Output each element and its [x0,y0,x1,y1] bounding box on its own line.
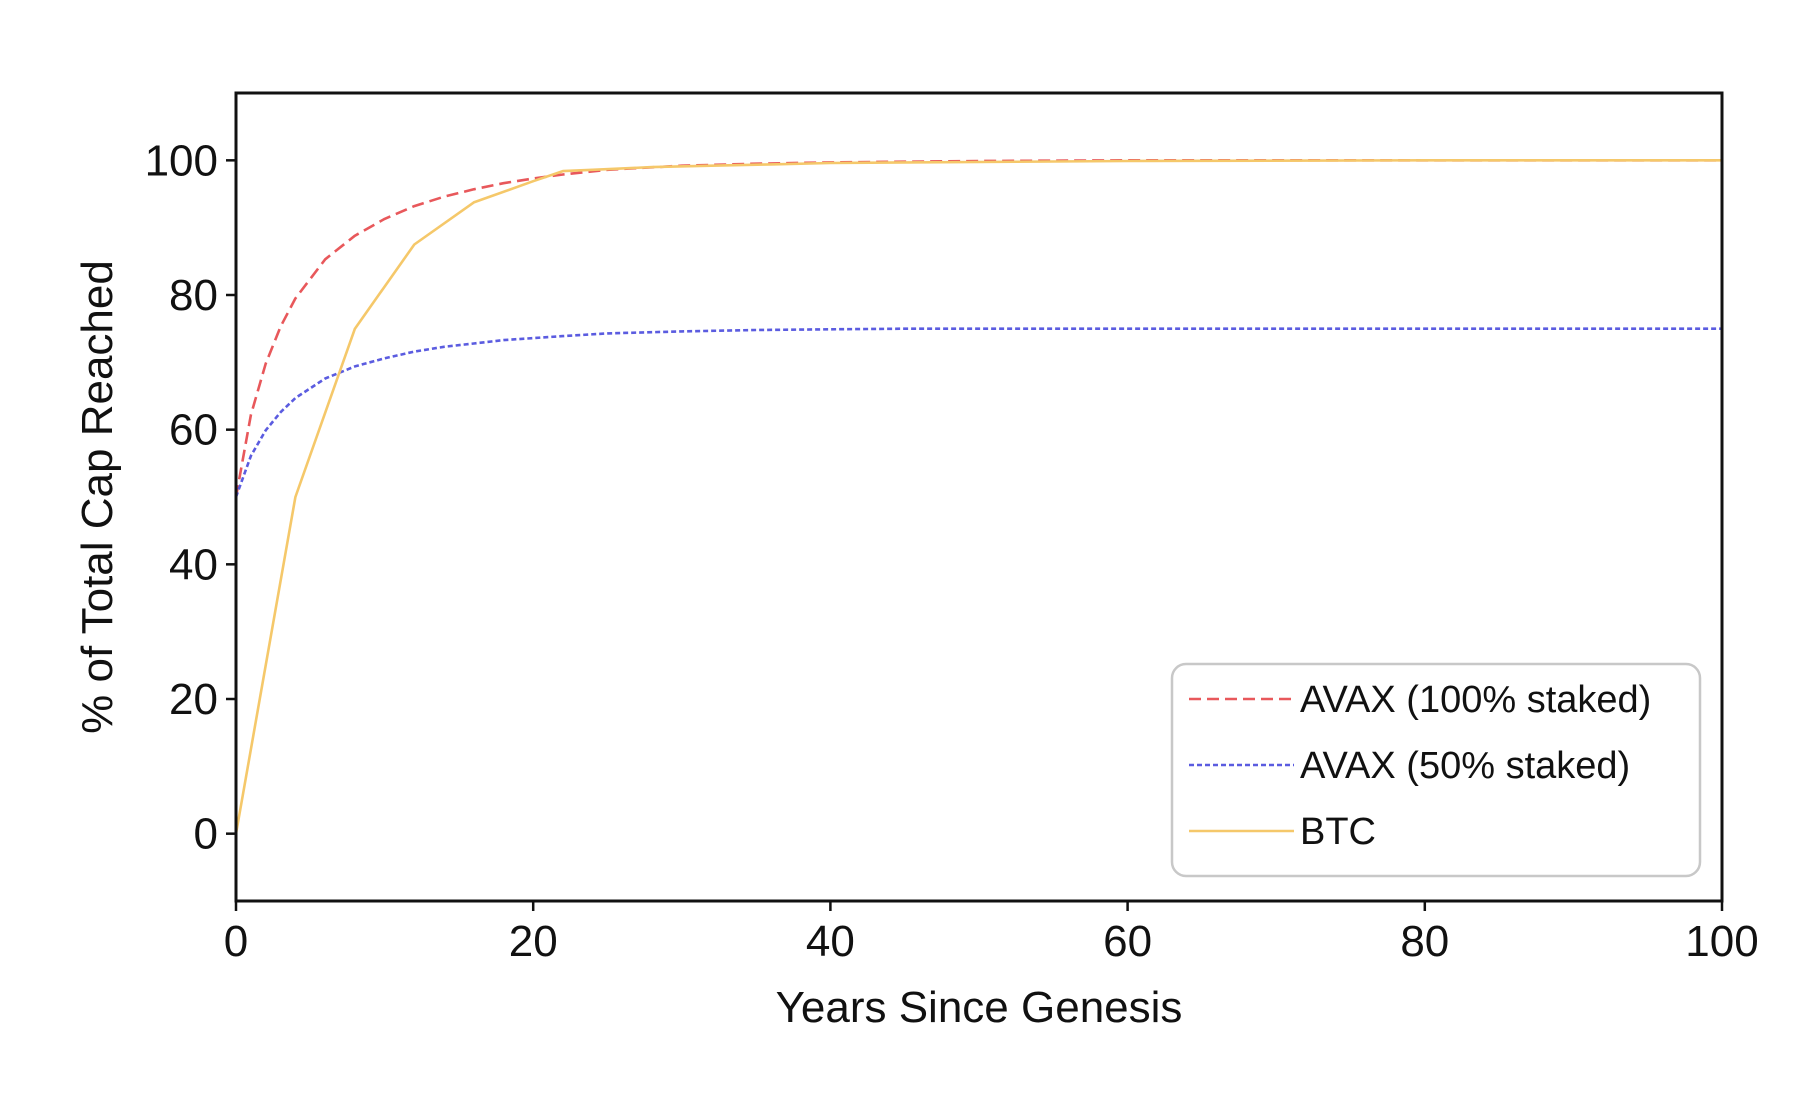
plot-frame [234,91,1724,903]
series-line-0 [236,159,1722,498]
x-tick-label: 60 [1103,917,1152,966]
y-tick-label: 0 [194,810,218,859]
series-layer [236,159,1722,834]
y-axis-title: % of Total Cap Reached [73,260,122,734]
x-ticks: 0 20 40 60 80 100 [224,901,1759,966]
legend-label: BTC [1300,811,1376,853]
legend-label: AVAX (50% staked) [1300,745,1630,787]
x-tick-label: 80 [1400,917,1449,966]
series-line-1 [236,327,1722,498]
x-tick-label: 0 [224,917,248,966]
y-tick-label: 20 [169,675,218,724]
x-tick-label: 20 [509,917,558,966]
y-ticks: 0 20 40 60 80 100 [145,136,236,859]
x-axis-title: Years Since Genesis [776,983,1183,1032]
legend-label: AVAX (100% staked) [1300,679,1651,721]
legend: AVAX (100% staked) AVAX (50% staked) BTC [1170,662,1702,878]
legend-box [1170,662,1702,878]
y-tick-label: 80 [169,271,218,320]
x-tick-label: 100 [1685,917,1758,966]
y-tick-label: 60 [169,406,218,455]
x-tick-label: 40 [806,917,855,966]
y-tick-label: 100 [145,136,218,185]
y-tick-label: 40 [169,540,218,589]
series-line-2 [236,159,1722,834]
